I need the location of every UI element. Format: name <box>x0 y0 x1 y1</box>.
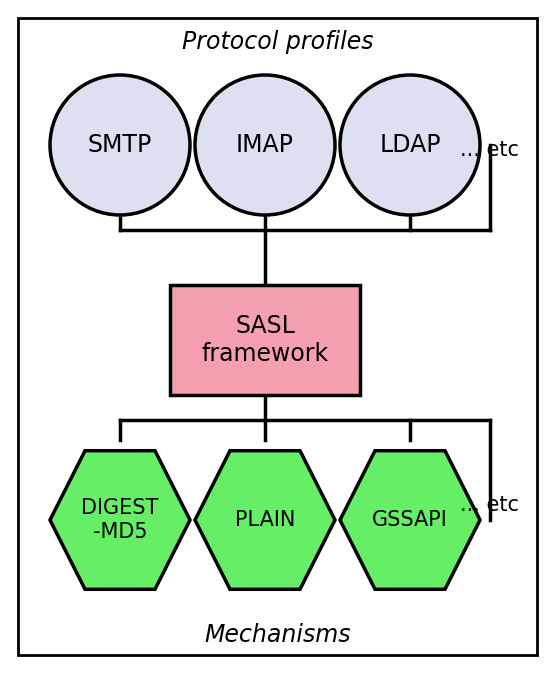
Polygon shape <box>195 451 335 590</box>
Bar <box>170 285 360 395</box>
Text: Protocol profiles: Protocol profiles <box>181 30 374 54</box>
Text: DIGEST
-MD5: DIGEST -MD5 <box>82 499 159 542</box>
Text: Mechanisms: Mechanisms <box>204 623 351 647</box>
Circle shape <box>195 75 335 215</box>
Text: GSSAPI: GSSAPI <box>372 510 448 530</box>
Text: ... etc: ... etc <box>460 140 519 160</box>
Text: ... etc: ... etc <box>460 495 519 515</box>
Circle shape <box>340 75 480 215</box>
Text: IMAP: IMAP <box>236 133 294 157</box>
Circle shape <box>50 75 190 215</box>
Polygon shape <box>50 451 190 590</box>
Text: SASL
framework: SASL framework <box>201 314 329 366</box>
Text: LDAP: LDAP <box>379 133 441 157</box>
Text: SMTP: SMTP <box>88 133 152 157</box>
Polygon shape <box>340 451 480 590</box>
Text: PLAIN: PLAIN <box>235 510 295 530</box>
